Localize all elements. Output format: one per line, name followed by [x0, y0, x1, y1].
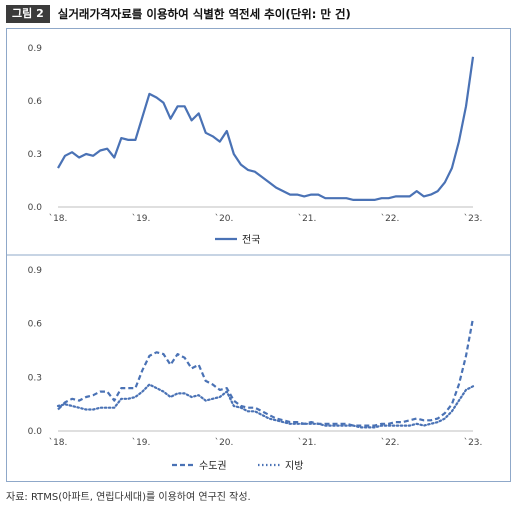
- figure-title: 실거래가격자료를 이용하여 식별한 역전세 추이(단위: 만 건): [57, 7, 351, 21]
- y-tick-label: 0.0: [28, 203, 43, 213]
- x-tick-label: `19.: [132, 213, 151, 224]
- legend-label: 수도권: [199, 460, 227, 472]
- figure-badge: 그림 2: [6, 5, 50, 23]
- chart-panel-2: 0.0 0.3 0.6 0.9 `18. `19. `20. `21. `22. `23. 수도권 지…: [28, 266, 483, 472]
- x-tick-label: `21.: [298, 437, 317, 448]
- figure-header: 그림 2 실거래가격자료를 이용하여 식별한 역전세 추이(단위: 만 건): [6, 4, 351, 24]
- chart-panel-1: 0.0 0.3 0.6 0.9 `18. `19. `20. `21. `22. `23. 전국: [28, 44, 483, 246]
- x-tick-label: `22.: [381, 213, 400, 224]
- y-tick-label: 0.3: [28, 150, 42, 160]
- series-line-지방: [56, 383, 475, 429]
- y-tick-label: 0.0: [28, 427, 43, 437]
- legend-label: 지방: [285, 460, 303, 472]
- legend-item-전국: 전국: [215, 234, 260, 246]
- legend-label: 전국: [242, 234, 260, 246]
- y-tick-label: 0.9: [28, 266, 43, 276]
- y-tick-label: 0.3: [28, 373, 42, 383]
- y-tick-label: 0.6: [28, 97, 43, 107]
- x-tick-label: `20.: [215, 437, 234, 448]
- x-tick-label: `20.: [215, 213, 234, 224]
- x-tick-label: `18.: [49, 437, 68, 448]
- series-line-수도권: [57, 318, 475, 427]
- source-note: 자료: RTMS(아파트, 연립다세대)를 이용하여 연구진 작성.: [6, 492, 251, 503]
- x-tick-label: `23.: [464, 213, 483, 224]
- series-line-전국: [57, 56, 475, 201]
- y-tick-label: 0.6: [28, 320, 43, 330]
- y-tick-label: 0.9: [28, 44, 43, 54]
- x-tick-label: `21.: [298, 213, 317, 224]
- x-tick-label: `18.: [49, 213, 68, 224]
- x-tick-label: `22.: [381, 437, 400, 448]
- legend-item-지방: 지방: [258, 460, 303, 472]
- charts-svg: 0.00.30.60.9`18. `19. `20. `21. `22. `23.전국0.…: [6, 44, 511, 472]
- x-tick-label: `23.: [464, 437, 483, 448]
- x-tick-label: `19.: [132, 437, 151, 448]
- legend-item-수도권: 수도권: [172, 460, 227, 472]
